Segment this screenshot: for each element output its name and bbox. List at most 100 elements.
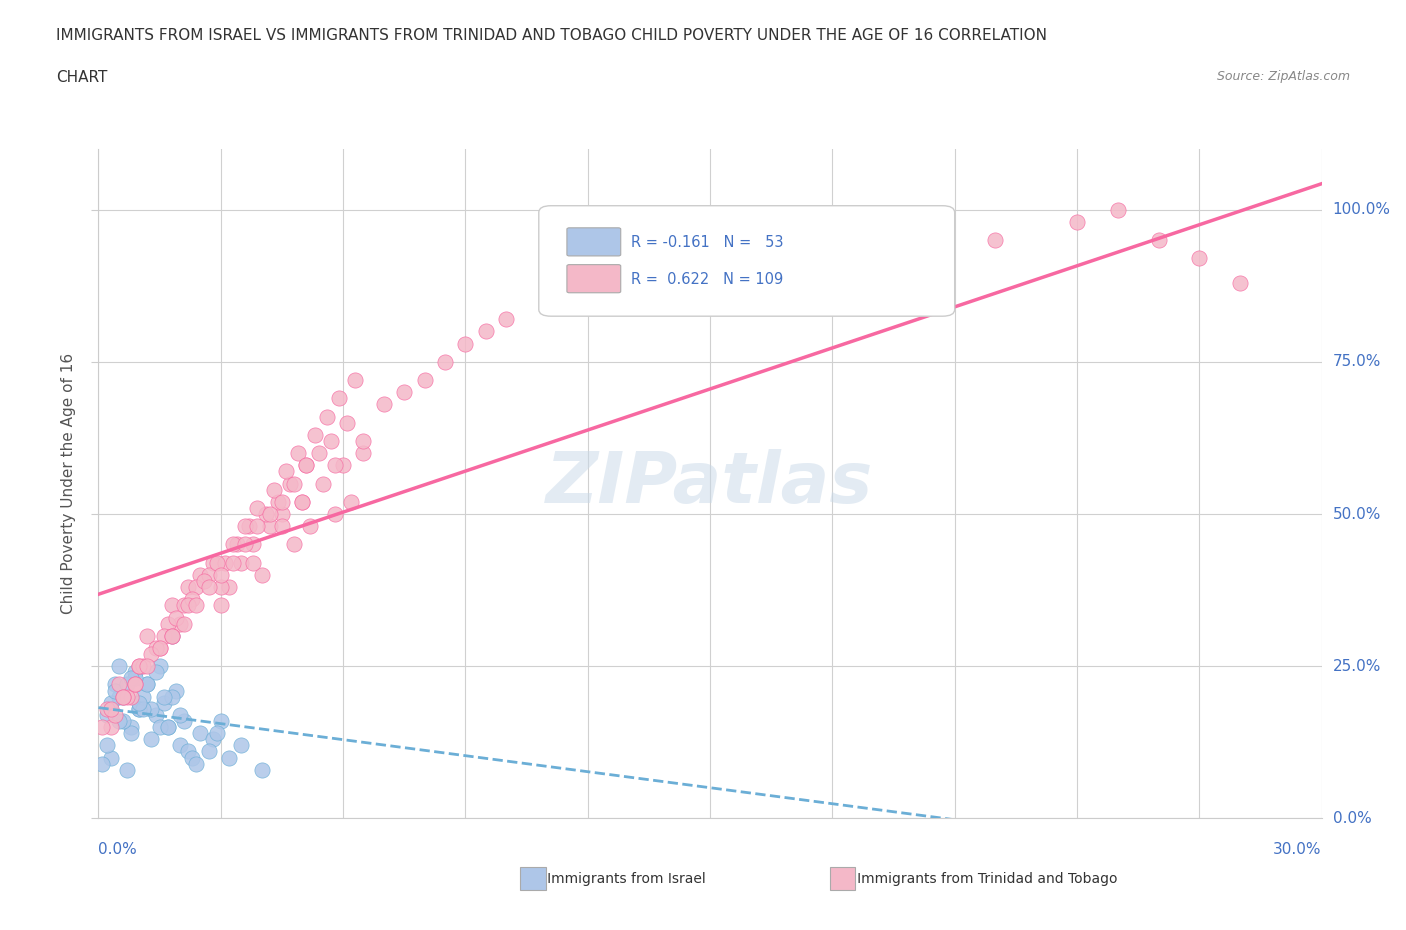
Point (136, 658, 159, 673)
Point (242, 537, 264, 551)
Point (270, 519, 294, 534)
Text: IMMIGRANTS FROM ISRAEL VS IMMIGRANTS FROM TRINIDAD AND TOBAGO CHILD POVERTY UNDE: IMMIGRANTS FROM ISRAEL VS IMMIGRANTS FRO… (56, 28, 1047, 43)
Point (136, 629, 159, 644)
Point (108, 713, 131, 728)
Point (132, 658, 155, 673)
Point (115, 763, 138, 777)
Point (111, 689, 134, 704)
Point (209, 713, 232, 728)
Point (104, 684, 127, 698)
Point (104, 677, 127, 692)
Point (177, 579, 200, 594)
Point (160, 629, 183, 644)
Point (193, 574, 215, 589)
Point (152, 696, 174, 711)
Point (392, 385, 416, 400)
Text: 30.0%: 30.0% (1274, 842, 1322, 857)
Text: Immigrants from Trinidad and Tobago: Immigrants from Trinidad and Tobago (844, 871, 1118, 886)
Point (120, 720, 142, 735)
Point (209, 579, 232, 594)
Point (209, 598, 232, 613)
Point (169, 737, 191, 752)
Point (1147, 232, 1170, 247)
Point (259, 519, 281, 534)
Point (141, 701, 163, 716)
Point (233, 537, 256, 551)
Point (1107, 202, 1129, 217)
Point (344, 373, 367, 388)
Point (201, 732, 224, 747)
Point (149, 720, 172, 735)
Point (218, 579, 240, 594)
Point (91, 756, 114, 771)
Point (495, 312, 517, 326)
Text: 75.0%: 75.0% (1333, 354, 1381, 369)
Point (152, 629, 174, 644)
Point (141, 732, 163, 747)
Point (242, 555, 264, 570)
Point (141, 646, 163, 661)
Point (328, 391, 350, 405)
Point (287, 445, 309, 460)
Text: ZIPatlas: ZIPatlas (547, 449, 873, 518)
Point (197, 579, 219, 594)
Point (433, 354, 456, 369)
Point (156, 720, 179, 735)
Point (188, 725, 212, 740)
Point (156, 720, 179, 735)
Point (100, 751, 122, 765)
Text: 0.0%: 0.0% (1333, 811, 1371, 826)
Point (100, 696, 122, 711)
Point (91, 720, 114, 735)
Point (186, 756, 208, 771)
Point (250, 567, 273, 582)
Point (267, 495, 290, 510)
Point (124, 677, 146, 692)
Point (149, 658, 172, 673)
Point (96, 701, 118, 716)
FancyBboxPatch shape (538, 206, 955, 316)
Point (323, 507, 346, 522)
Point (169, 617, 191, 631)
Point (332, 458, 354, 472)
Text: CHART: CHART (56, 70, 108, 85)
Point (336, 416, 359, 431)
Point (304, 428, 326, 443)
Point (149, 641, 172, 656)
FancyBboxPatch shape (567, 228, 620, 256)
Text: Source: ZipAtlas.com: Source: ZipAtlas.com (1216, 70, 1350, 83)
Point (319, 433, 342, 448)
Point (226, 537, 249, 551)
Point (373, 397, 395, 412)
Point (254, 507, 277, 522)
Point (160, 598, 183, 613)
Text: Immigrants from Israel: Immigrants from Israel (534, 871, 706, 886)
Point (160, 629, 183, 644)
Point (120, 689, 142, 704)
Point (188, 567, 212, 582)
Point (173, 713, 195, 728)
Text: 0.0%: 0.0% (98, 842, 138, 857)
Point (165, 684, 187, 698)
Point (1229, 275, 1251, 290)
Point (108, 677, 131, 692)
Point (145, 708, 167, 723)
Point (197, 567, 219, 582)
Point (165, 610, 187, 625)
Point (250, 763, 273, 777)
Point (120, 725, 142, 740)
Point (173, 598, 195, 613)
Point (299, 519, 322, 534)
Point (96, 708, 118, 723)
Point (222, 555, 245, 570)
Text: 100.0%: 100.0% (1333, 202, 1391, 218)
Point (197, 744, 219, 759)
Point (231, 737, 253, 752)
Point (218, 751, 240, 765)
Point (576, 275, 599, 290)
Point (1188, 251, 1211, 266)
Point (352, 433, 374, 448)
Point (536, 294, 558, 309)
Point (315, 409, 337, 424)
Point (308, 445, 330, 460)
